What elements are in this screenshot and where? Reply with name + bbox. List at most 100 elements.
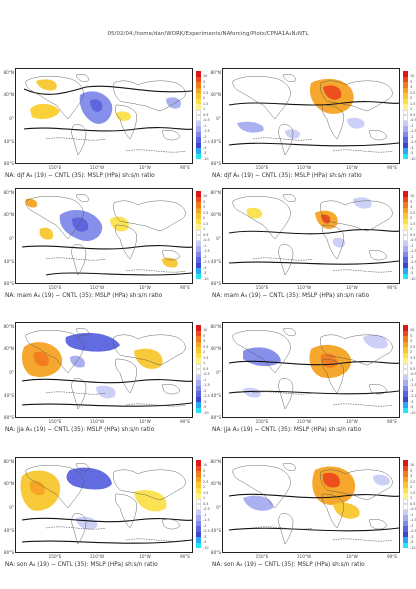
- colorbar-swatch: [196, 246, 201, 252]
- world-map: [15, 68, 193, 164]
- colorbar-label: 3: [410, 339, 413, 343]
- colorbar-swatch: [196, 369, 201, 375]
- colorbar-label: 2: [203, 350, 206, 354]
- longitude-label: 150°E: [48, 419, 62, 424]
- zero-contour-line: [21, 245, 192, 250]
- world-map: [15, 457, 193, 553]
- colorbar-swatch: [196, 268, 201, 274]
- colorbar-swatch: [403, 273, 408, 279]
- panel-caption: NA: son A₄ (19) − CNTL (35): MSLP (HPa) …: [5, 562, 158, 568]
- coastline: [113, 469, 186, 501]
- latitude-label: 0°: [9, 370, 14, 375]
- colorbar-label: -1.5: [203, 249, 210, 253]
- colorbar-swatch: [196, 126, 201, 132]
- colorbar-swatch: [196, 93, 201, 99]
- longitude-label: 110°W: [296, 165, 312, 170]
- colorbar-label: 5: [203, 468, 206, 473]
- colorbar-swatch: [403, 109, 408, 115]
- colorbar-label: -5: [410, 540, 414, 544]
- longitude-label: 150°E: [48, 285, 62, 290]
- latitude-label: 40°N: [210, 481, 221, 486]
- zero-contour-line: [228, 142, 399, 147]
- coastline: [75, 74, 89, 82]
- panel-caption: NA: djf A₄ (19) − CNTL (35): MSLP (HPa) …: [5, 173, 155, 179]
- colorbar-swatch: [403, 358, 408, 364]
- latitude-label: 40°S: [3, 528, 14, 533]
- world-map: [222, 322, 400, 418]
- colorbar-swatch: [403, 142, 408, 148]
- coastline: [25, 76, 84, 120]
- shaded-anomaly-region: [134, 489, 167, 512]
- coastline: [320, 469, 393, 501]
- shaded-anomaly-region: [90, 99, 103, 112]
- colorbar-swatch: [196, 498, 201, 504]
- longitude-label: 10°W: [139, 419, 151, 424]
- colorbar-swatch: [403, 251, 408, 257]
- colorbar-swatch: [403, 126, 408, 132]
- latitude-label: 80°S: [3, 550, 14, 555]
- latitude-label: 40°S: [210, 528, 221, 533]
- shaded-anomaly-region: [96, 385, 116, 399]
- colorbar-label: 2.5: [203, 90, 209, 95]
- colorbar-label: -2: [203, 388, 207, 393]
- colorbar-swatch: [403, 537, 408, 543]
- shaded-anomaly-region: [246, 207, 263, 219]
- colorbar-label: 2.5: [410, 344, 416, 349]
- colorbar: [196, 191, 201, 279]
- colorbar-swatch: [403, 268, 408, 274]
- map-panel-son-left: 80°N 40°N 0° 40°S 80°S 150°E 110°W 10°W 90°E 10 5 3…: [3, 457, 210, 589]
- colorbar-label: 0.5: [203, 112, 209, 117]
- shaded-anomaly-region: [110, 216, 129, 232]
- colorbar-label: 2: [203, 96, 206, 100]
- coastline: [278, 244, 294, 276]
- colorbar-label: -5: [203, 271, 207, 275]
- coastline: [320, 334, 393, 366]
- colorbar-label: -10: [203, 410, 209, 415]
- colorbar-label: -1: [410, 243, 414, 248]
- shaded-anomaly-region: [116, 111, 131, 121]
- latitude-label: 80°N: [210, 190, 221, 195]
- zero-contour-line: [228, 260, 399, 265]
- colorbar-label: -0.5: [410, 118, 416, 122]
- longitude-label: 90°E: [386, 419, 398, 424]
- colorbar-swatch: [196, 336, 201, 342]
- colorbar-swatch: [403, 229, 408, 235]
- longitude-label: 110°W: [296, 285, 312, 290]
- colorbar-swatch: [196, 262, 201, 268]
- coastline: [320, 80, 393, 112]
- coastline: [161, 384, 181, 395]
- colorbar-label: -10: [203, 156, 209, 161]
- shaded-anomaly-region: [134, 348, 163, 369]
- coastline: [71, 124, 87, 156]
- colorbar-swatch: [403, 218, 408, 224]
- shaded-anomaly-region: [66, 467, 112, 490]
- colorbar-swatch: [403, 520, 408, 526]
- colorbar-swatch: [403, 213, 408, 219]
- colorbar-swatch: [403, 93, 408, 99]
- coastline: [114, 493, 137, 529]
- colorbar-label: 1: [203, 496, 206, 500]
- colorbar-label: 1: [410, 227, 413, 231]
- latitude-label: 40°N: [3, 92, 14, 97]
- colorbar-swatch: [403, 471, 408, 477]
- latitude-label: 80°S: [210, 415, 221, 420]
- colorbar-label: 2: [410, 485, 413, 489]
- colorbar-label: 0.5: [203, 232, 209, 237]
- coastline: [278, 513, 294, 545]
- colorbar-swatch: [196, 487, 201, 493]
- map-panel-mam-left: 80°N 40°N 0° 40°S 80°S 150°E 110°W 10°W 90°E 10 5 3…: [3, 188, 210, 320]
- colorbar-swatch: [196, 391, 201, 397]
- dashed-contour-line: [45, 257, 107, 261]
- shaded-anomaly-region: [322, 472, 340, 488]
- coastline: [161, 250, 181, 261]
- colorbar-swatch: [196, 87, 201, 93]
- shaded-anomaly-region: [76, 516, 98, 530]
- shaded-anomaly-region: [333, 502, 360, 519]
- colorbar-label: -0.5: [410, 372, 416, 376]
- colorbar-label: 0.5: [203, 366, 209, 371]
- dashed-contour-line: [45, 137, 107, 141]
- latitude-label: 0°: [216, 116, 221, 121]
- colorbar-swatch: [196, 482, 201, 488]
- colorbar-swatch: [403, 82, 408, 88]
- shaded-anomaly-region: [243, 387, 261, 398]
